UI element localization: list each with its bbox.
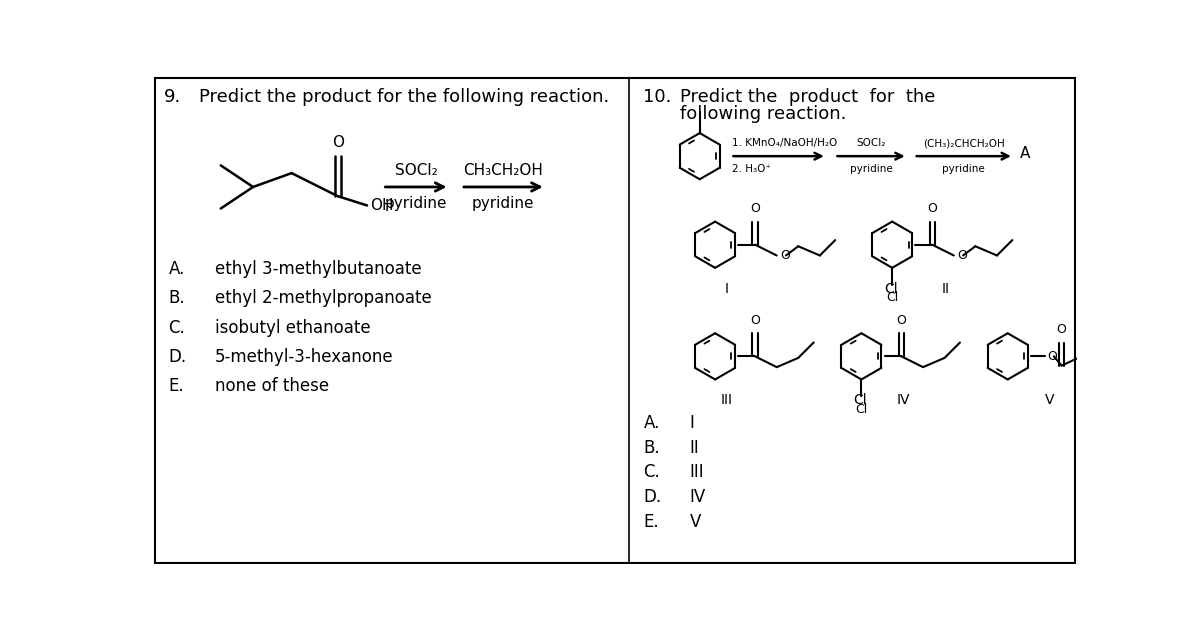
Text: 10.: 10.: [643, 88, 672, 107]
Text: IV: IV: [898, 393, 911, 407]
Text: none of these: none of these: [215, 377, 329, 395]
Text: C.: C.: [643, 463, 660, 481]
Text: pyridine: pyridine: [472, 196, 535, 211]
Text: SOCl₂: SOCl₂: [857, 138, 886, 148]
Text: O: O: [928, 202, 937, 216]
Text: B.: B.: [643, 439, 660, 456]
Text: C.: C.: [168, 319, 185, 337]
Text: E.: E.: [643, 513, 659, 531]
Text: Predict the  product  for  the: Predict the product for the: [680, 88, 936, 107]
Text: O: O: [750, 314, 760, 327]
Text: SOCl₂: SOCl₂: [395, 163, 437, 178]
Text: 2. H₃O⁺: 2. H₃O⁺: [732, 164, 770, 174]
Text: Cl: Cl: [856, 403, 868, 415]
Text: IV: IV: [690, 488, 706, 506]
Text: O: O: [1057, 323, 1067, 337]
Text: Cl: Cl: [853, 393, 866, 407]
Text: B.: B.: [168, 289, 185, 307]
Text: V: V: [690, 513, 701, 531]
Text: O: O: [1048, 350, 1057, 363]
Text: V: V: [1045, 393, 1055, 407]
Text: 9.: 9.: [163, 88, 181, 107]
Text: O: O: [331, 135, 344, 150]
Text: isobutyl ethanoate: isobutyl ethanoate: [215, 319, 371, 337]
Text: A.: A.: [643, 414, 660, 432]
Text: ethyl 2-methylpropanoate: ethyl 2-methylpropanoate: [215, 289, 431, 307]
Text: CH₃CH₂OH: CH₃CH₂OH: [463, 163, 544, 178]
Text: D.: D.: [168, 348, 186, 366]
Text: ethyl 3-methylbutanoate: ethyl 3-methylbutanoate: [215, 260, 421, 278]
Text: A.: A.: [168, 260, 185, 278]
Text: O: O: [896, 314, 906, 327]
Text: E.: E.: [168, 377, 184, 395]
Text: pyridine: pyridine: [942, 164, 985, 174]
Text: II: II: [942, 281, 950, 295]
Text: O: O: [956, 249, 967, 262]
Text: 5-methyl-3-hexanone: 5-methyl-3-hexanone: [215, 348, 394, 366]
Text: Cl: Cl: [884, 281, 898, 295]
Text: II: II: [690, 439, 700, 456]
Text: pyridine: pyridine: [850, 164, 893, 174]
Text: III: III: [721, 393, 733, 407]
Text: O: O: [750, 202, 760, 216]
Text: OH: OH: [370, 198, 394, 213]
Text: 1. KMnO₄/NaOH/H₂O: 1. KMnO₄/NaOH/H₂O: [732, 138, 838, 148]
Text: I: I: [725, 281, 728, 295]
Text: Cl: Cl: [886, 291, 899, 304]
Text: III: III: [690, 463, 704, 481]
Text: (CH₃)₂CHCH₂OH: (CH₃)₂CHCH₂OH: [923, 138, 1004, 148]
Text: O: O: [780, 249, 790, 262]
Text: pyridine: pyridine: [385, 196, 448, 211]
Text: following reaction.: following reaction.: [680, 105, 847, 124]
Text: Predict the product for the following reaction.: Predict the product for the following re…: [199, 88, 610, 107]
Text: D.: D.: [643, 488, 661, 506]
Text: A: A: [1020, 146, 1031, 160]
Text: I: I: [690, 414, 695, 432]
